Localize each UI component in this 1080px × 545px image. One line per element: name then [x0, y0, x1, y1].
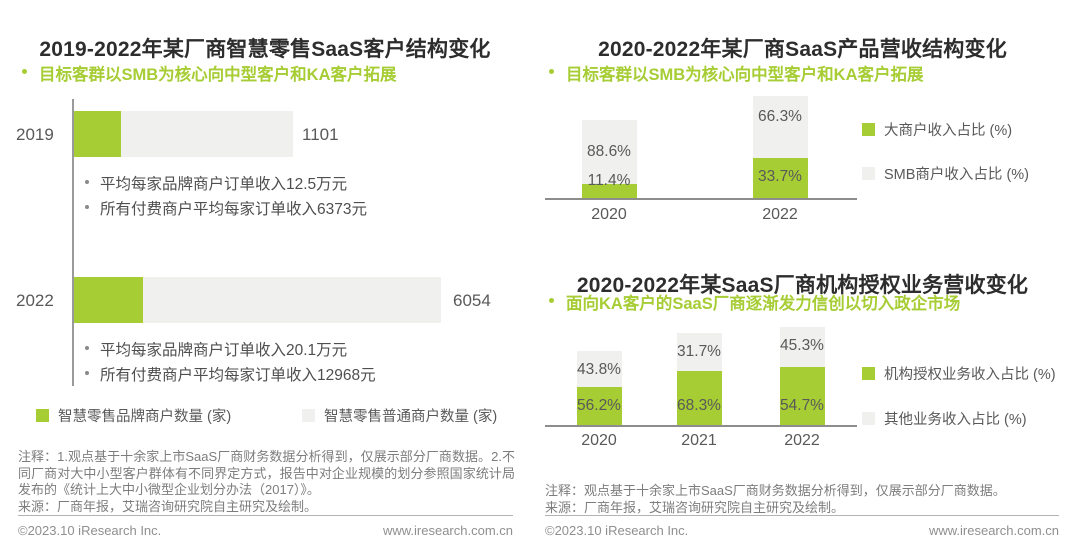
label-2022-other-share: 45.3%: [780, 337, 824, 354]
category-label-2019: 2019: [16, 125, 54, 144]
category-label-2022: 2022: [16, 291, 54, 310]
left-source-text: 来源：厂商年报，艾瑞咨询研究院自主研究及绘制。: [18, 499, 318, 514]
right-note-text: 注释：观点基于十余家上市SaaS厂商财务数据分析得到，仅展示部分厂商数据。: [545, 483, 1006, 498]
right-bottom-chart-panel: 2020-2022年某SaaS厂商机构授权业务营收变化 面向KA客户的SaaS厂…: [530, 240, 1080, 545]
bar-2020-other-segment: [577, 351, 622, 387]
bar-2019-brand-segment: [74, 111, 121, 157]
x-tick-2022: 2022: [762, 206, 798, 223]
label-2020-other-share: 43.8%: [577, 361, 621, 378]
bar-2021-other-segment: [677, 333, 722, 371]
left-chart-key-insight: 目标客群以SMB为核心向中型客户和KA客户拓展: [22, 61, 514, 85]
bullet-dot-icon: [85, 371, 89, 375]
bullet-dot-icon: [549, 298, 554, 303]
bar-2022-other-segment: [780, 327, 825, 367]
copyright-text: ©2023.10 iResearch Inc.: [545, 523, 689, 538]
legend-swatch-gray: [302, 409, 315, 422]
legend-item-big-merchant-share: 大商户收入占比 (%): [862, 119, 1012, 140]
left-footer-divider: [18, 515, 513, 516]
legend-swatch-green: [862, 123, 875, 136]
label-2020-big-share: 11.4%: [587, 172, 631, 189]
bar-2022-big-segment: [753, 158, 808, 198]
legend-item-brand-merchants: 智慧零售品牌商户数量 (家): [36, 405, 231, 426]
legend-item-other-share: 其他业务收入占比 (%): [862, 408, 1027, 429]
bullet-dot-icon: [85, 346, 89, 350]
x-tick-2021: 2021: [681, 432, 717, 449]
x-tick-2020: 2020: [581, 432, 617, 449]
right-bottom-key-insight: 面向KA客户的SaaS厂商逐渐发力信创以切入政企市场: [549, 290, 1059, 314]
legend-item-licensed-share: 机构授权业务收入占比 (%): [862, 363, 1056, 384]
left-chart-key-insight-text: 目标客群以SMB为核心向中型客户和KA客户拓展: [39, 66, 397, 84]
bar-2019-value-label: 1101: [302, 125, 339, 144]
bar-2019: [74, 111, 293, 157]
label-2022-licensed-share: 54.7%: [780, 397, 824, 414]
left-note-text: 注释：1.观点基于十余家上市SaaS厂商财务数据分析得到，仅展示部分厂商数据。2…: [18, 449, 515, 497]
bullet-dot-icon: [549, 69, 554, 74]
bar-2020-licensed-segment: [577, 387, 622, 425]
legend-swatch-green: [36, 409, 49, 422]
right-bottom-key-insight-text: 面向KA客户的SaaS厂商逐渐发力信创以切入政企市场: [566, 295, 961, 313]
right-footer-divider: [545, 515, 1059, 516]
bar-2022-value-label: 6054: [453, 291, 491, 310]
bar-2021-licensed-segment: [677, 371, 722, 425]
bar-2022-ordinary-segment: [143, 277, 441, 323]
label-2022-big-share: 33.7%: [758, 168, 802, 185]
left-footer: ©2023.10 iResearch Inc. www.iresearch.co…: [18, 523, 513, 538]
annotation-2019-2: 所有付费商户平均每家订单收入6373元: [85, 197, 367, 219]
bar-2022-smb-segment: [753, 96, 808, 158]
right-footer: ©2023.10 iResearch Inc. www.iresearch.co…: [545, 523, 1059, 538]
label-2020-smb-share: 88.6%: [587, 143, 631, 160]
legend-swatch-green: [862, 367, 875, 380]
left-chart-panel: 2019-2022年某厂商智慧零售SaaS客户结构变化 目标客群以SMB为核心向…: [0, 0, 530, 545]
bar-2019-ordinary-segment: [121, 111, 293, 157]
right-top-chart-title: 2020-2022年某厂商SaaS产品营收结构变化: [598, 38, 1007, 62]
website-text: www.iresearch.com.cn: [382, 523, 513, 538]
website-text: www.iresearch.com.cn: [928, 523, 1059, 538]
x-axis-line: [545, 425, 857, 427]
annotation-2019-1: 平均每家品牌商户订单收入12.5万元: [85, 172, 347, 194]
right-top-key-insight-text: 目标客群以SMB为核心向中型客户和KA客户拓展: [566, 66, 924, 84]
x-tick-2022: 2022: [784, 432, 820, 449]
right-bottom-chart-title: 2020-2022年某SaaS厂商机构授权业务营收变化: [576, 274, 1029, 298]
x-tick-2020: 2020: [591, 206, 627, 223]
bar-2022-brand-segment: [74, 277, 143, 323]
bullet-dot-icon: [22, 69, 27, 74]
x-axis-line: [545, 198, 857, 200]
right-top-chart-panel: 2020-2022年某厂商SaaS产品营收结构变化 目标客群以SMB为核心向中型…: [530, 0, 1080, 240]
bar-2020-smb-segment: [582, 120, 637, 184]
bullet-dot-icon: [85, 205, 89, 209]
label-2021-licensed-share: 68.3%: [677, 397, 721, 414]
legend-swatch-gray: [862, 167, 875, 180]
right-top-key-insight: 目标客群以SMB为核心向中型客户和KA客户拓展: [549, 61, 1059, 85]
label-2022-smb-share: 66.3%: [758, 108, 802, 125]
bullet-dot-icon: [85, 180, 89, 184]
left-chart-title: 2019-2022年某厂商智慧零售SaaS客户结构变化: [39, 38, 491, 62]
bar-2022: [74, 277, 441, 323]
copyright-text: ©2023.10 iResearch Inc.: [18, 523, 162, 538]
annotation-2022-2: 所有付费商户平均每家订单收入12968元: [85, 363, 376, 385]
legend-item-smb-share: SMB商户收入占比 (%): [862, 163, 1029, 184]
legend-swatch-gray: [862, 412, 875, 425]
label-2020-licensed-share: 56.2%: [577, 397, 621, 414]
bar-2020-big-segment: [582, 184, 637, 198]
bar-2022-licensed-segment: [780, 367, 825, 425]
right-source-text: 来源：厂商年报，艾瑞咨询研究院自主研究及绘制。: [545, 500, 845, 515]
annotation-2022-1: 平均每家品牌商户订单收入20.1万元: [85, 338, 347, 360]
y-axis-line: [72, 99, 74, 386]
legend-item-ordinary-merchants: 智慧零售普通商户数量 (家): [302, 405, 497, 426]
label-2021-other-share: 31.7%: [677, 343, 721, 360]
